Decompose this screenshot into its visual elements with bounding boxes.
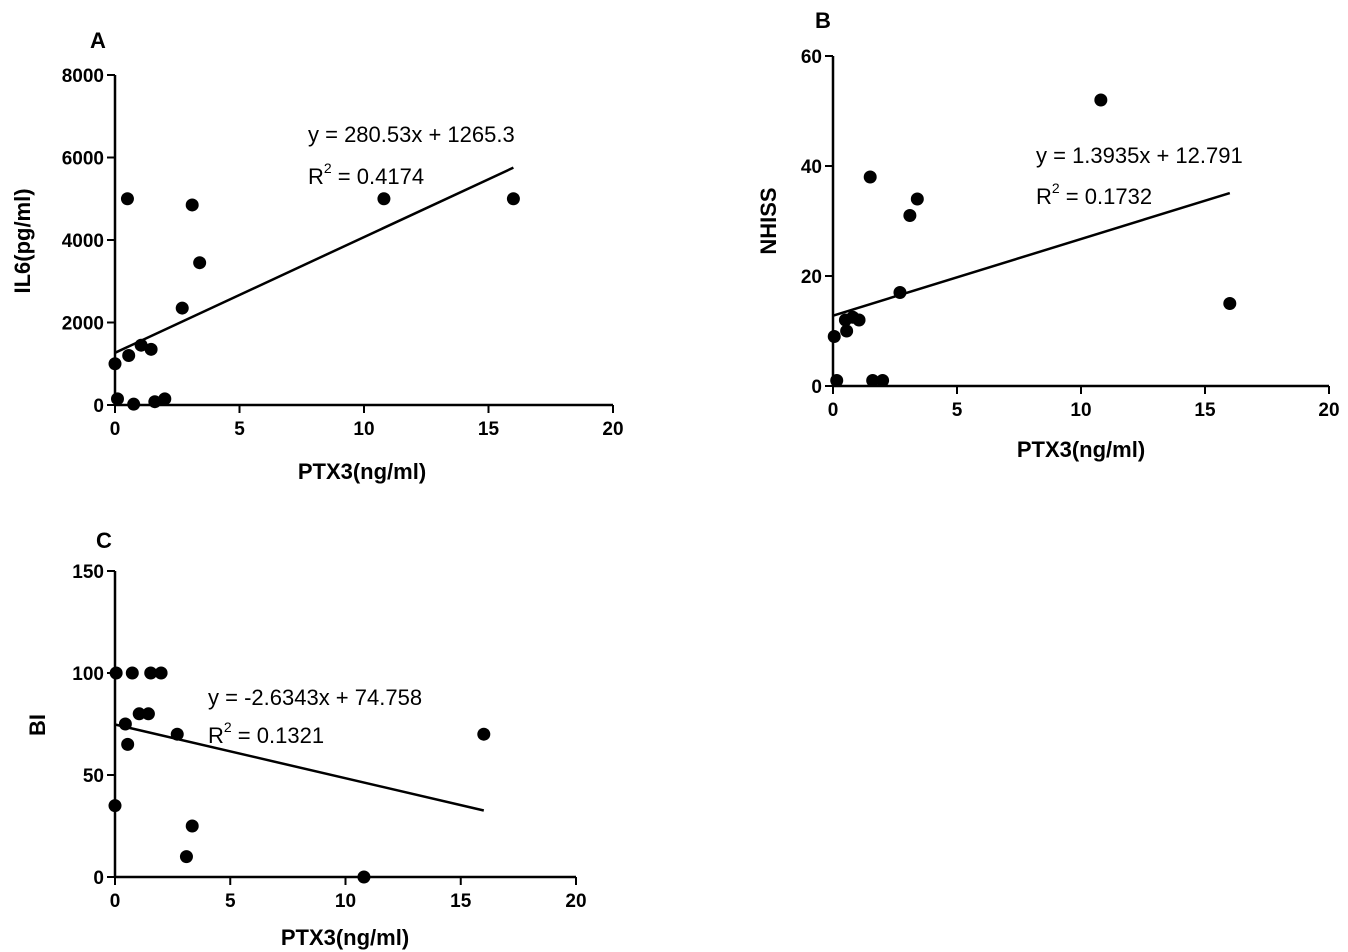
data-point [377,192,391,206]
data-point [185,819,199,833]
x-tick-label: 20 [565,891,586,912]
x-tick-label: 0 [110,891,121,912]
x-tick-label: 0 [110,419,121,440]
r-squared-prefix: R [1036,184,1052,209]
data-point [132,707,146,721]
y-tick-label: 0 [93,868,104,889]
panel-letter: B [815,8,831,33]
data-point [506,192,520,206]
r-squared-prefix: R [208,723,224,748]
data-point [125,666,139,680]
y-tick-label: 4000 [62,231,104,252]
data-point [357,870,371,884]
data-point [830,374,844,387]
data-point [876,374,890,387]
y-tick-label: 8000 [62,66,104,87]
data-point [910,192,924,206]
data-point [193,256,207,270]
y-axis-label: BI [25,714,50,736]
y-tick-label: 20 [801,267,822,288]
data-point [1094,93,1108,107]
x-tick-label: 20 [602,419,623,440]
data-point [158,392,172,406]
panel-a: A IL6(pg/ml) PTX3(ng/ml) y = 280.53x + 1… [10,28,624,484]
x-tick-label: 20 [1318,400,1339,421]
data-point [110,392,124,406]
r-squared-value: = 0.1321 [232,723,324,748]
x-tick-label: 5 [225,891,236,912]
data-point [185,198,199,212]
r-squared-label: R2 = 0.1732 [1036,180,1152,209]
panel-letter: A [90,28,106,53]
data-point [863,170,877,184]
data-point [179,850,193,864]
data-point [108,357,122,371]
data-point [840,324,854,338]
data-point [109,666,123,680]
regression-equation: y = 280.53x + 1265.3 [308,122,515,147]
data-point [121,737,135,751]
regression-line [832,191,1231,317]
data-point [108,799,122,813]
y-tick-label: 40 [801,157,822,178]
data-point [144,342,158,356]
data-point [141,707,155,721]
x-tick-label: 5 [234,419,245,440]
y-tick-label: 2000 [62,314,104,335]
data-point [477,727,491,741]
data-point [903,209,917,222]
data-point [118,717,132,731]
data-point [127,397,141,411]
data-point [893,286,907,299]
r-squared-label: R2 = 0.1321 [208,719,324,748]
panel-b: B NHISS PTX3(ng/ml) y = 1.3935x + 12.791… [756,8,1340,462]
y-tick-label: 60 [801,47,822,68]
data-point [175,301,189,315]
regression-line [114,166,514,354]
y-axis-label: IL6(pg/ml) [10,188,35,293]
y-tick-label: 50 [83,766,104,787]
panel-c: C BI PTX3(ng/ml) y = -2.6343x + 74.758 R… [25,528,587,950]
r-squared-superscript: 2 [224,719,232,735]
x-tick-label: 5 [952,400,963,421]
data-point [120,192,134,206]
data-point [852,313,866,327]
x-axis-label: PTX3(ng/ml) [281,925,409,950]
r-squared-label: R2 = 0.4174 [308,160,424,189]
x-axis-label: PTX3(ng/ml) [1017,437,1145,462]
x-tick-label: 10 [335,891,356,912]
regression-equation: y = 1.3935x + 12.791 [1036,143,1243,168]
data-point [134,338,148,352]
data-point [827,330,841,343]
x-tick-label: 0 [828,400,839,421]
r-squared-superscript: 2 [324,160,332,176]
r-squared-superscript: 2 [1052,180,1060,196]
data-point [148,395,162,409]
data-point [154,666,168,680]
y-axis-label: NHISS [756,187,781,254]
data-point [1223,297,1237,310]
x-tick-label: 10 [1070,400,1091,421]
y-tick-label: 0 [93,396,104,417]
y-tick-label: 100 [72,664,104,685]
regression-equation: y = -2.6343x + 74.758 [208,685,422,710]
y-tick-label: 6000 [62,149,104,170]
data-point [866,374,880,387]
y-tick-label: 0 [811,377,822,398]
data-point [122,349,136,362]
x-tick-label: 15 [478,419,500,440]
x-tick-label: 15 [1194,400,1216,421]
r-squared-value: = 0.4174 [332,164,424,189]
r-squared-prefix: R [308,164,324,189]
x-tick-label: 15 [450,891,472,912]
r-squared-value: = 0.1732 [1060,184,1152,209]
x-tick-label: 10 [353,419,374,440]
y-tick-label: 150 [72,562,104,583]
data-point [170,727,184,741]
x-axis-label: PTX3(ng/ml) [298,459,426,484]
panel-letter: C [96,528,112,553]
data-point [144,666,158,680]
